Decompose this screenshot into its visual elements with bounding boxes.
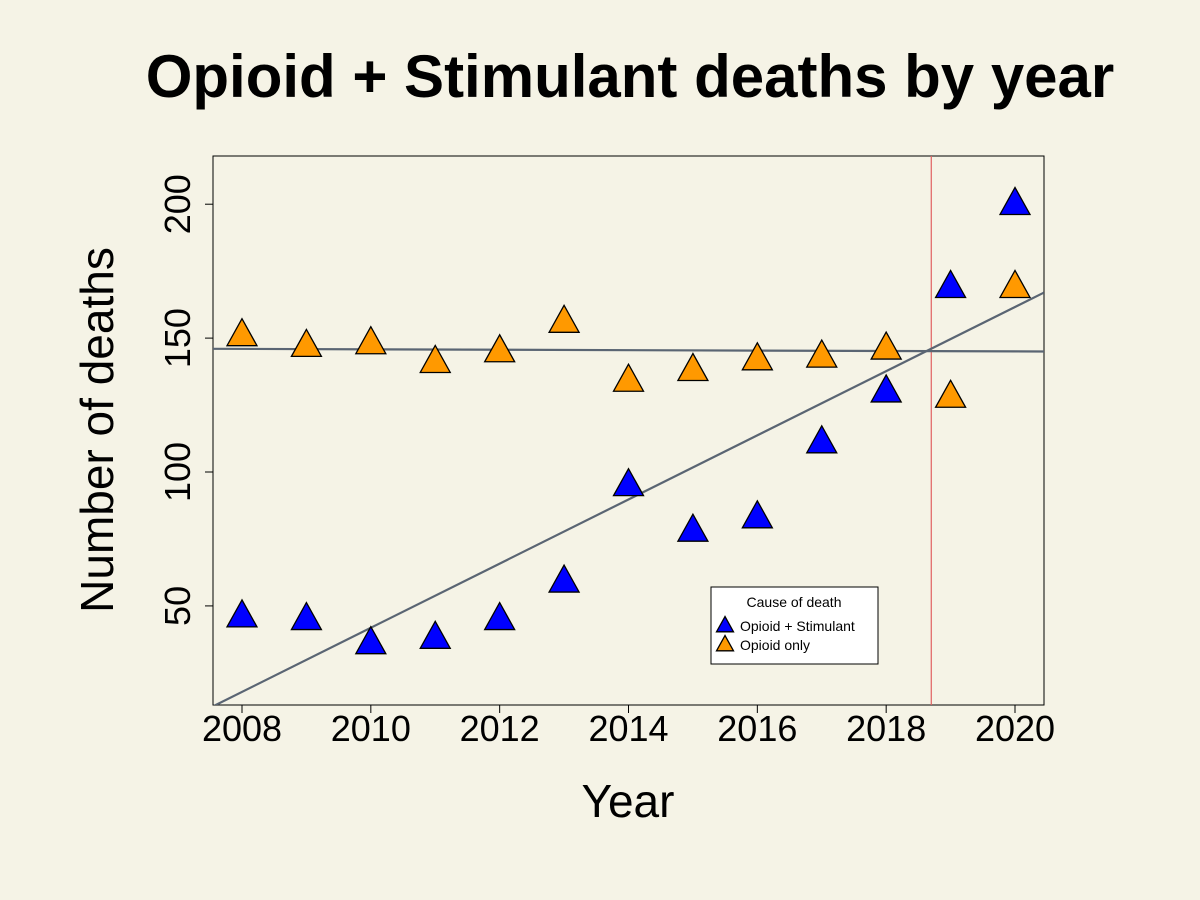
data-point-opioid-only xyxy=(612,362,645,392)
data-point-opioid-stimulant xyxy=(483,601,516,631)
data-point-opioid-only xyxy=(805,338,838,368)
data-point-opioid-stimulant xyxy=(612,467,645,497)
y-axis-title: Number of deaths xyxy=(71,247,123,613)
x-tick-label: 2008 xyxy=(202,708,282,749)
data-point-opioid-stimulant xyxy=(676,512,710,542)
data-point-opioid-stimulant xyxy=(934,269,967,299)
data-point-opioid-only xyxy=(354,325,387,355)
data-point-opioid-only xyxy=(741,341,774,371)
legend-marker xyxy=(715,615,735,633)
data-point-opioid-stimulant xyxy=(419,619,452,649)
data-point-opioid-only xyxy=(998,269,1032,299)
y-tick-label: 100 xyxy=(157,442,198,502)
legend-box xyxy=(710,586,879,665)
chart-title: Opioid + Stimulant deaths by year xyxy=(145,43,1115,110)
legend-label: Opioid only xyxy=(740,637,810,653)
trend-lines xyxy=(213,291,1044,705)
x-axis-title: Year xyxy=(582,775,675,827)
data-point-opioid-stimulant xyxy=(741,499,774,529)
data-point-opioid-stimulant xyxy=(870,373,903,403)
data-point-opioid-only xyxy=(225,317,259,347)
data-point-opioid-only xyxy=(676,352,710,382)
data-point-opioid-stimulant xyxy=(805,424,838,454)
x-tick-label: 2012 xyxy=(460,708,540,749)
x-tick-label: 2014 xyxy=(588,708,668,749)
legend-marker xyxy=(715,634,735,652)
data-point-opioid-stimulant xyxy=(998,186,1032,216)
x-tick-label: 2010 xyxy=(331,708,411,749)
legend-label: Opioid + Stimulant xyxy=(740,618,855,634)
y-tick-label: 200 xyxy=(157,174,198,234)
x-tick-label: 2016 xyxy=(717,708,797,749)
trend-line-2 xyxy=(213,347,1044,353)
x-tick-label: 2020 xyxy=(975,708,1055,749)
data-point-opioid-stimulant xyxy=(290,601,323,631)
data-point-opioid-only xyxy=(870,330,903,360)
data-point-opioid-only xyxy=(934,378,967,408)
data-point-opioid-only xyxy=(419,344,452,374)
legend: Cause of death Opioid + Stimulant Opioid o… xyxy=(710,586,879,665)
y-tick-label: 50 xyxy=(157,586,198,626)
plot-frame xyxy=(212,155,1045,706)
x-tick-label: 2018 xyxy=(846,708,926,749)
data-point-opioid-only xyxy=(290,328,323,358)
y-tick-label: 150 xyxy=(157,308,198,368)
trend-line-1 xyxy=(213,291,1044,705)
data-point-opioid-only xyxy=(547,303,581,333)
data-point-opioid-only xyxy=(483,333,516,363)
data-point-opioid-stimulant xyxy=(225,598,259,628)
data-point-opioid-stimulant xyxy=(354,625,387,655)
data-point-opioid-stimulant xyxy=(547,563,581,593)
legend-title: Cause of death xyxy=(747,594,842,610)
